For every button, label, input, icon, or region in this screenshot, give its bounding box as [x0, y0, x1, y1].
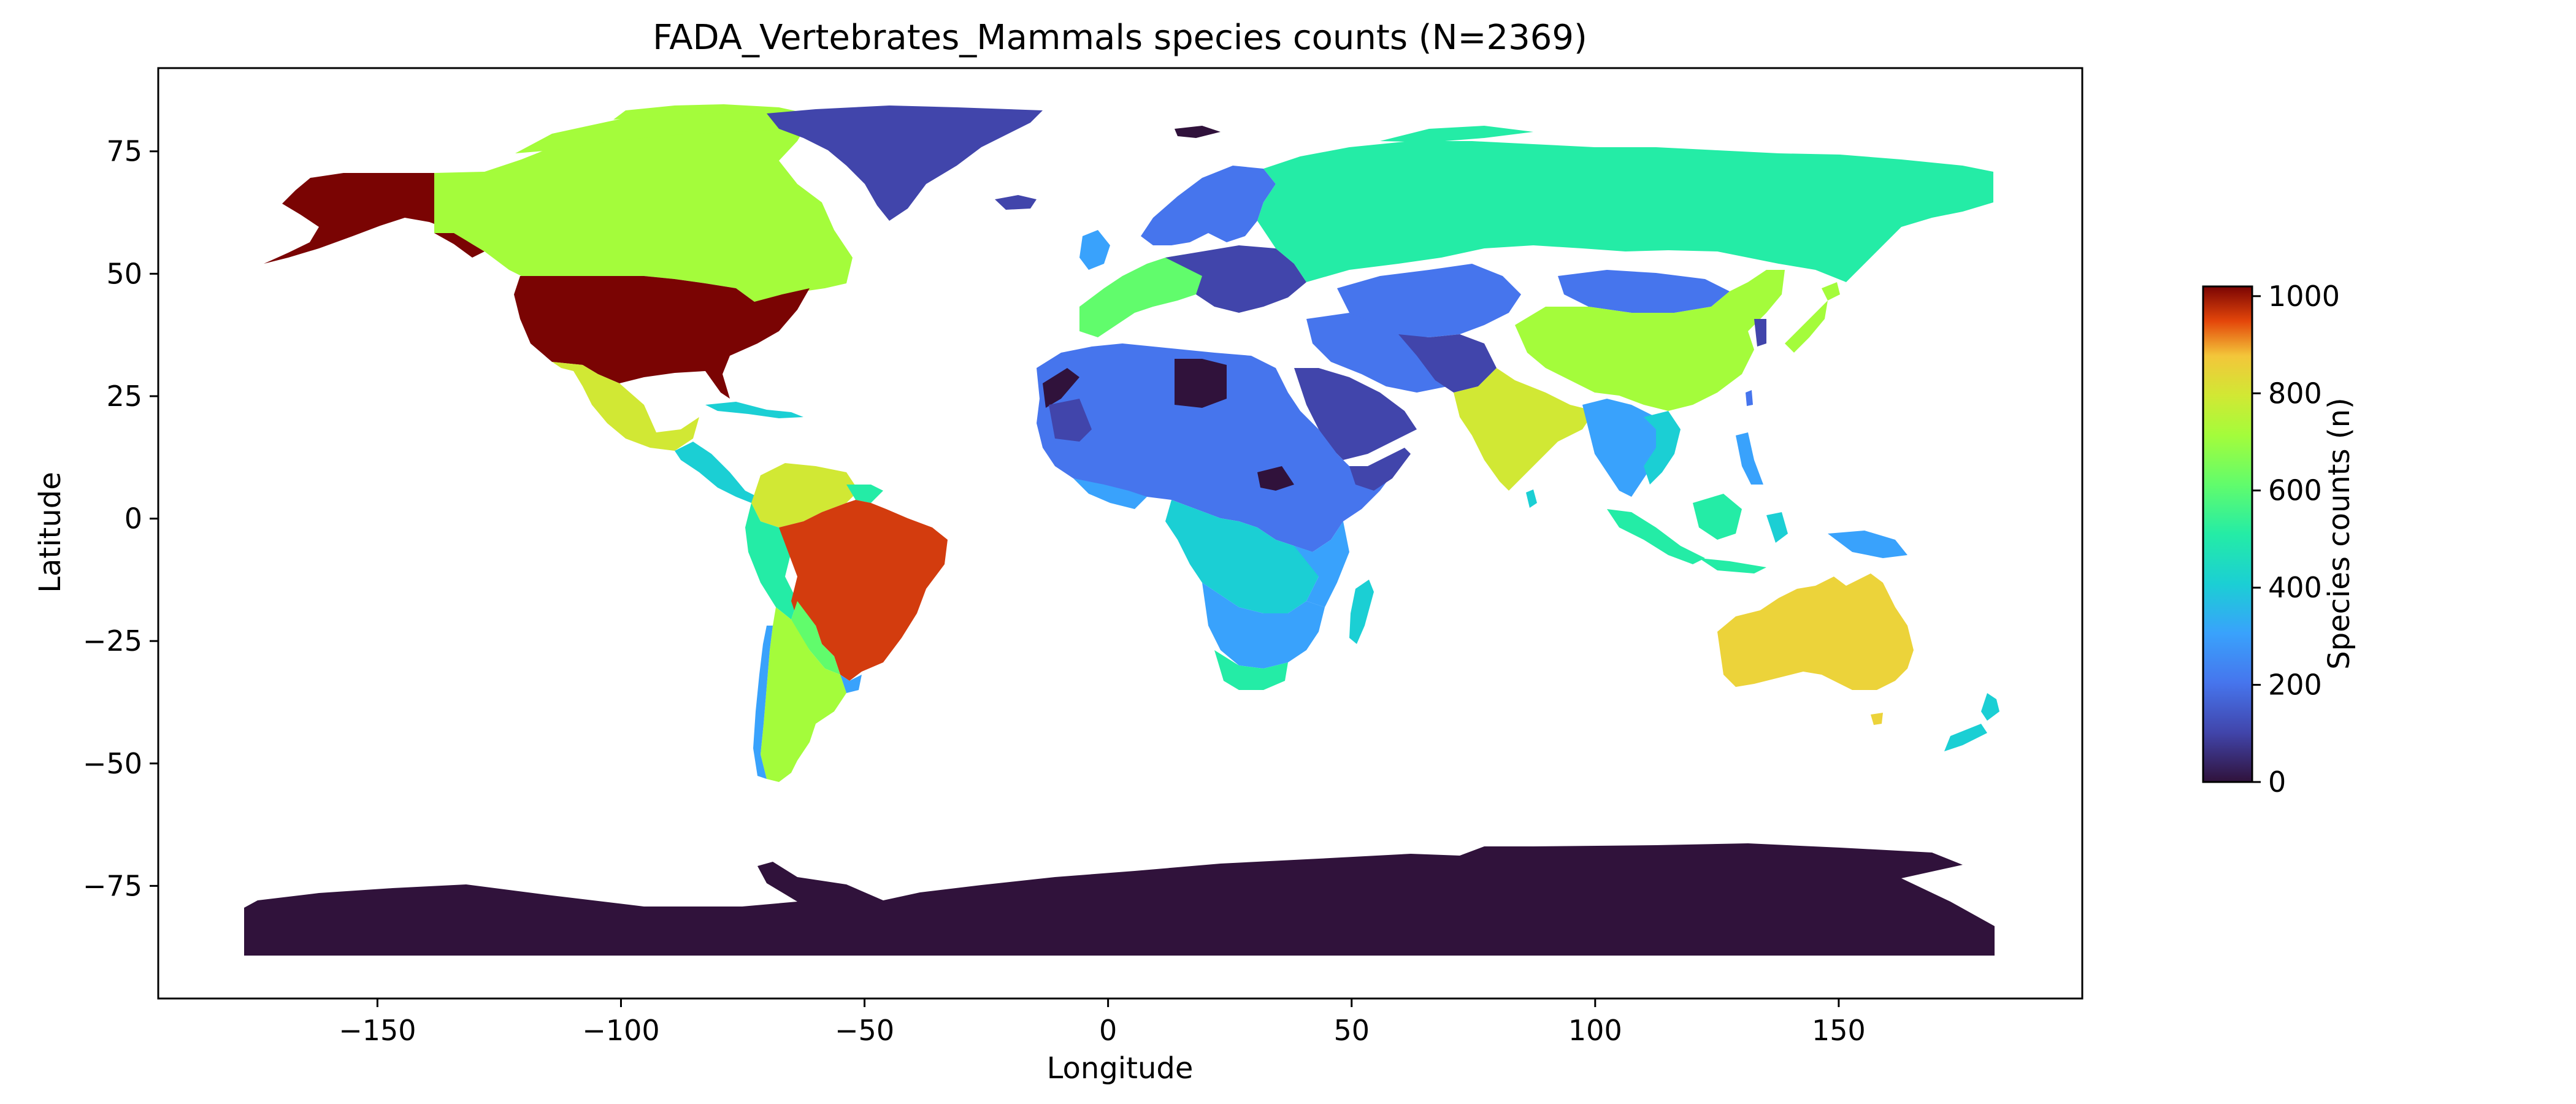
region-mexico [552, 362, 699, 451]
region-sulawesi [1766, 512, 1788, 543]
region-australia [1717, 573, 1914, 690]
region-bolivia [791, 601, 840, 675]
region-new-zealand-south [1944, 724, 1987, 751]
colorbar-tick-label: 200 [2268, 669, 2322, 702]
colorbar-tick-label: 1000 [2268, 280, 2340, 313]
region-chile [753, 626, 773, 779]
region-java [1699, 558, 1766, 573]
region-hokkaido [1822, 282, 1840, 301]
y-tick-label: 75 [106, 135, 142, 168]
region-antarctica [244, 843, 1995, 956]
region-brazil [779, 500, 948, 681]
x-tick-label: 100 [1568, 1014, 1622, 1047]
x-tick-label: 150 [1812, 1014, 1866, 1047]
y-tick-label: −75 [83, 869, 142, 902]
x-tick-label: 50 [1333, 1014, 1370, 1047]
region-svalbard [1175, 126, 1221, 138]
region-colombia [751, 463, 859, 527]
region-south-africa [1214, 650, 1288, 690]
colorbar-tick-label: 600 [2268, 474, 2322, 507]
region-new-zealand [1981, 693, 1999, 721]
region-southern-africa [1202, 583, 1325, 669]
region-iceland [995, 195, 1037, 210]
colorbar [2202, 285, 2253, 783]
region-central-africa [1165, 500, 1319, 613]
region-libya [1175, 359, 1227, 408]
region-uk [1079, 230, 1110, 270]
x-tick-label: −50 [835, 1014, 894, 1047]
x-axis-label: Longitude [1047, 1051, 1194, 1086]
map-regions [244, 104, 1999, 956]
x-tick-label: −100 [582, 1014, 659, 1047]
region-vietnam [1644, 411, 1681, 485]
plot-frame [157, 67, 2083, 1000]
region-taiwan [1746, 390, 1753, 406]
y-tick-label: −25 [83, 624, 142, 657]
region-japan [1785, 301, 1828, 353]
chart-title: FADA_Vertebrates_Mammals species counts … [653, 18, 1587, 58]
region-arabian-peninsula [1294, 368, 1417, 460]
region-canada [434, 117, 853, 302]
colorbar-tick-label: 400 [2268, 571, 2322, 604]
y-tick-label: 0 [125, 502, 142, 535]
region-alaska [264, 173, 485, 264]
region-south-sudan [1257, 466, 1294, 491]
x-tick-label: 0 [1099, 1014, 1117, 1047]
region-east-africa [1294, 521, 1349, 607]
region-uruguay [840, 675, 862, 693]
region-morocco [1043, 368, 1079, 408]
region-central-america [675, 442, 757, 503]
region-sri-lanka [1526, 489, 1537, 508]
region-caribbean [705, 402, 803, 418]
region-mongolia [1558, 270, 1730, 313]
colorbar-ticks: 0 200 400 600 800 1000 [2252, 280, 2340, 799]
region-peru [745, 503, 797, 619]
region-philippines [1736, 432, 1763, 485]
region-borneo [1693, 494, 1742, 540]
region-horn-of-africa [1349, 448, 1411, 491]
region-argentina [761, 607, 846, 782]
region-middle-east [1306, 313, 1460, 393]
region-usa [514, 276, 810, 399]
x-axis: −150 −100 −50 0 50 100 150 [339, 999, 1866, 1047]
region-china [1515, 270, 1785, 411]
colorbar-label: Species counts (n) [2322, 397, 2356, 670]
y-tick-label: 25 [106, 380, 142, 413]
y-axis: 75 50 25 0 −25 −50 −75 [83, 135, 158, 902]
region-scandinavia [1141, 166, 1276, 245]
region-eastern-europe [1165, 245, 1306, 313]
region-new-guinea [1828, 531, 1907, 558]
region-madagascar [1349, 580, 1374, 644]
region-afghanistan [1398, 334, 1497, 393]
region-mauritania [1049, 399, 1092, 442]
region-north-africa [1037, 343, 1405, 552]
region-central-asia [1337, 264, 1521, 337]
region-west-africa [1073, 478, 1147, 509]
region-canada-north [613, 104, 816, 120]
region-guianas [846, 485, 883, 503]
region-tasmania [1871, 713, 1883, 725]
region-korea [1754, 319, 1766, 347]
region-southeast-asia [1582, 399, 1668, 497]
region-russia-north-islands [1380, 126, 1533, 142]
region-western-europe [1079, 255, 1208, 337]
region-russia [1257, 141, 1993, 282]
region-india [1454, 368, 1595, 491]
y-tick-label: 50 [106, 257, 142, 290]
colorbar-tick-label: 0 [2268, 765, 2286, 799]
y-tick-label: −50 [83, 747, 142, 780]
region-greenland [767, 105, 1043, 221]
x-tick-label: −150 [339, 1014, 416, 1047]
region-canada-islands [515, 110, 816, 153]
region-indonesia [1607, 509, 1705, 564]
y-axis-label: Latitude [33, 472, 67, 593]
colorbar-tick-label: 800 [2268, 377, 2322, 410]
